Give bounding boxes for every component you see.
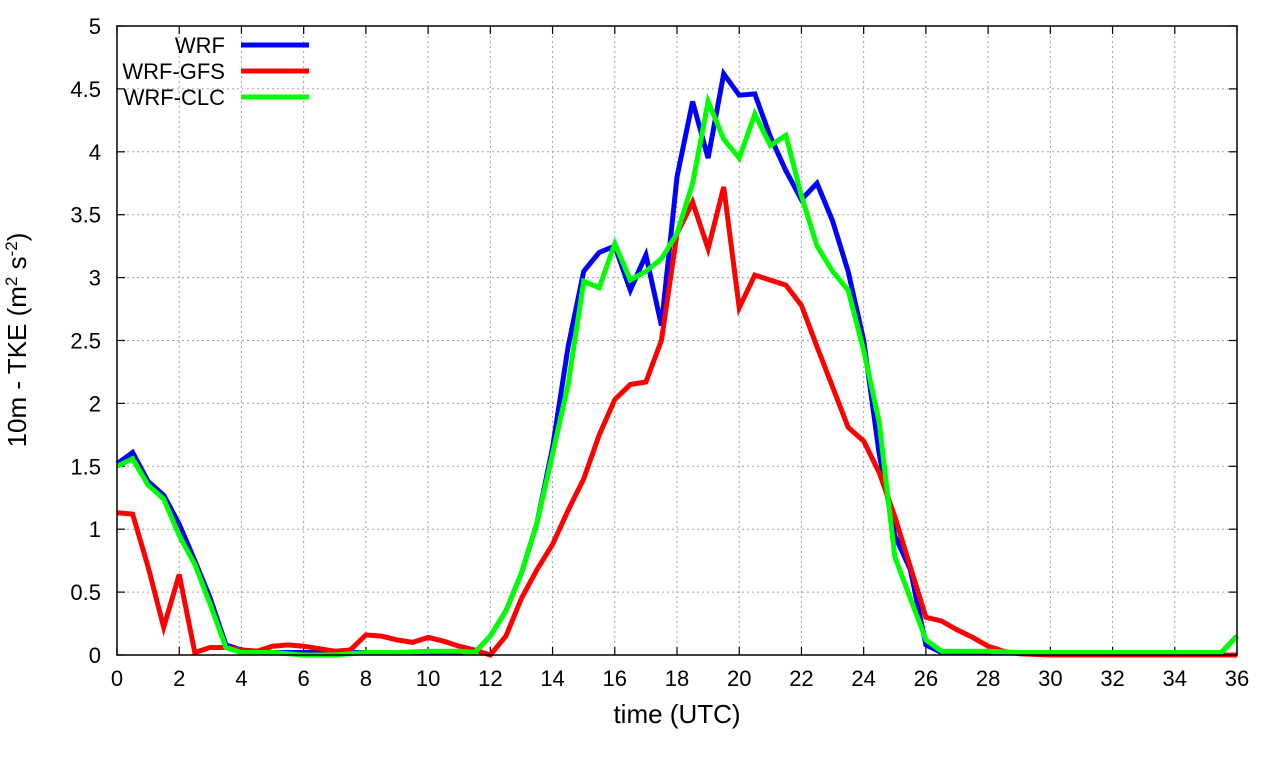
plot-frame <box>116 25 1238 656</box>
y-tick-label: 1.5 <box>70 454 101 479</box>
legend-label: WRF-CLC <box>124 85 226 110</box>
series-line-wrf-gfs <box>116 186 1237 658</box>
y-tick-label: 3 <box>89 266 101 291</box>
x-tick-label: 30 <box>1038 666 1062 691</box>
y-tick-label: 4.5 <box>70 77 101 102</box>
grid <box>117 26 1237 655</box>
y-tick-label: 3.5 <box>70 203 101 228</box>
y-axis-title-sup1: 2 <box>2 277 21 286</box>
x-tick-label: 4 <box>235 666 247 691</box>
x-tick-label: 20 <box>727 666 751 691</box>
x-tick-label: 34 <box>1163 666 1187 691</box>
x-tick-label: 0 <box>111 666 123 691</box>
x-tick-label: 2 <box>173 666 185 691</box>
x-tick-label: 16 <box>603 666 627 691</box>
x-tick-label: 26 <box>914 666 938 691</box>
y-axis-title-sup2: -2 <box>2 241 21 256</box>
x-tick-label: 28 <box>976 666 1000 691</box>
ticks: 0 2 4 6 8 10 12 14 16 18 20 22 24 26 28 30 32 34 3600.511.… <box>70 14 1249 691</box>
x-tick-label: 18 <box>665 666 689 691</box>
y-tick-label: 4 <box>89 140 101 165</box>
x-axis-title: time (UTC) <box>613 699 740 729</box>
x-tick-label: 10 <box>416 666 440 691</box>
y-tick-label: 5 <box>89 14 101 39</box>
x-tick-label: 14 <box>540 666 564 691</box>
series-line-wrf <box>115 67 1239 655</box>
y-axis-title: 10m - TKE (m2 s-2) <box>2 233 33 448</box>
y-tick-label: 2 <box>89 391 101 416</box>
y-tick-label: 2.5 <box>70 329 101 354</box>
y-tick-label: 1 <box>89 517 101 542</box>
y-tick-label: 0 <box>89 643 101 668</box>
series-line-wrf-clc <box>115 92 1239 658</box>
series-lines <box>115 67 1239 658</box>
x-tick-label: 36 <box>1225 666 1249 691</box>
legend-label: WRF <box>175 33 225 58</box>
x-tick-label: 24 <box>851 666 875 691</box>
x-tick-label: 8 <box>360 666 372 691</box>
x-tick-label: 32 <box>1100 666 1124 691</box>
y-tick-label: 0.5 <box>70 580 101 605</box>
legend-label: WRF-GFS <box>122 59 225 84</box>
x-tick-label: 22 <box>789 666 813 691</box>
x-tick-label: 6 <box>298 666 310 691</box>
x-tick-label: 12 <box>478 666 502 691</box>
